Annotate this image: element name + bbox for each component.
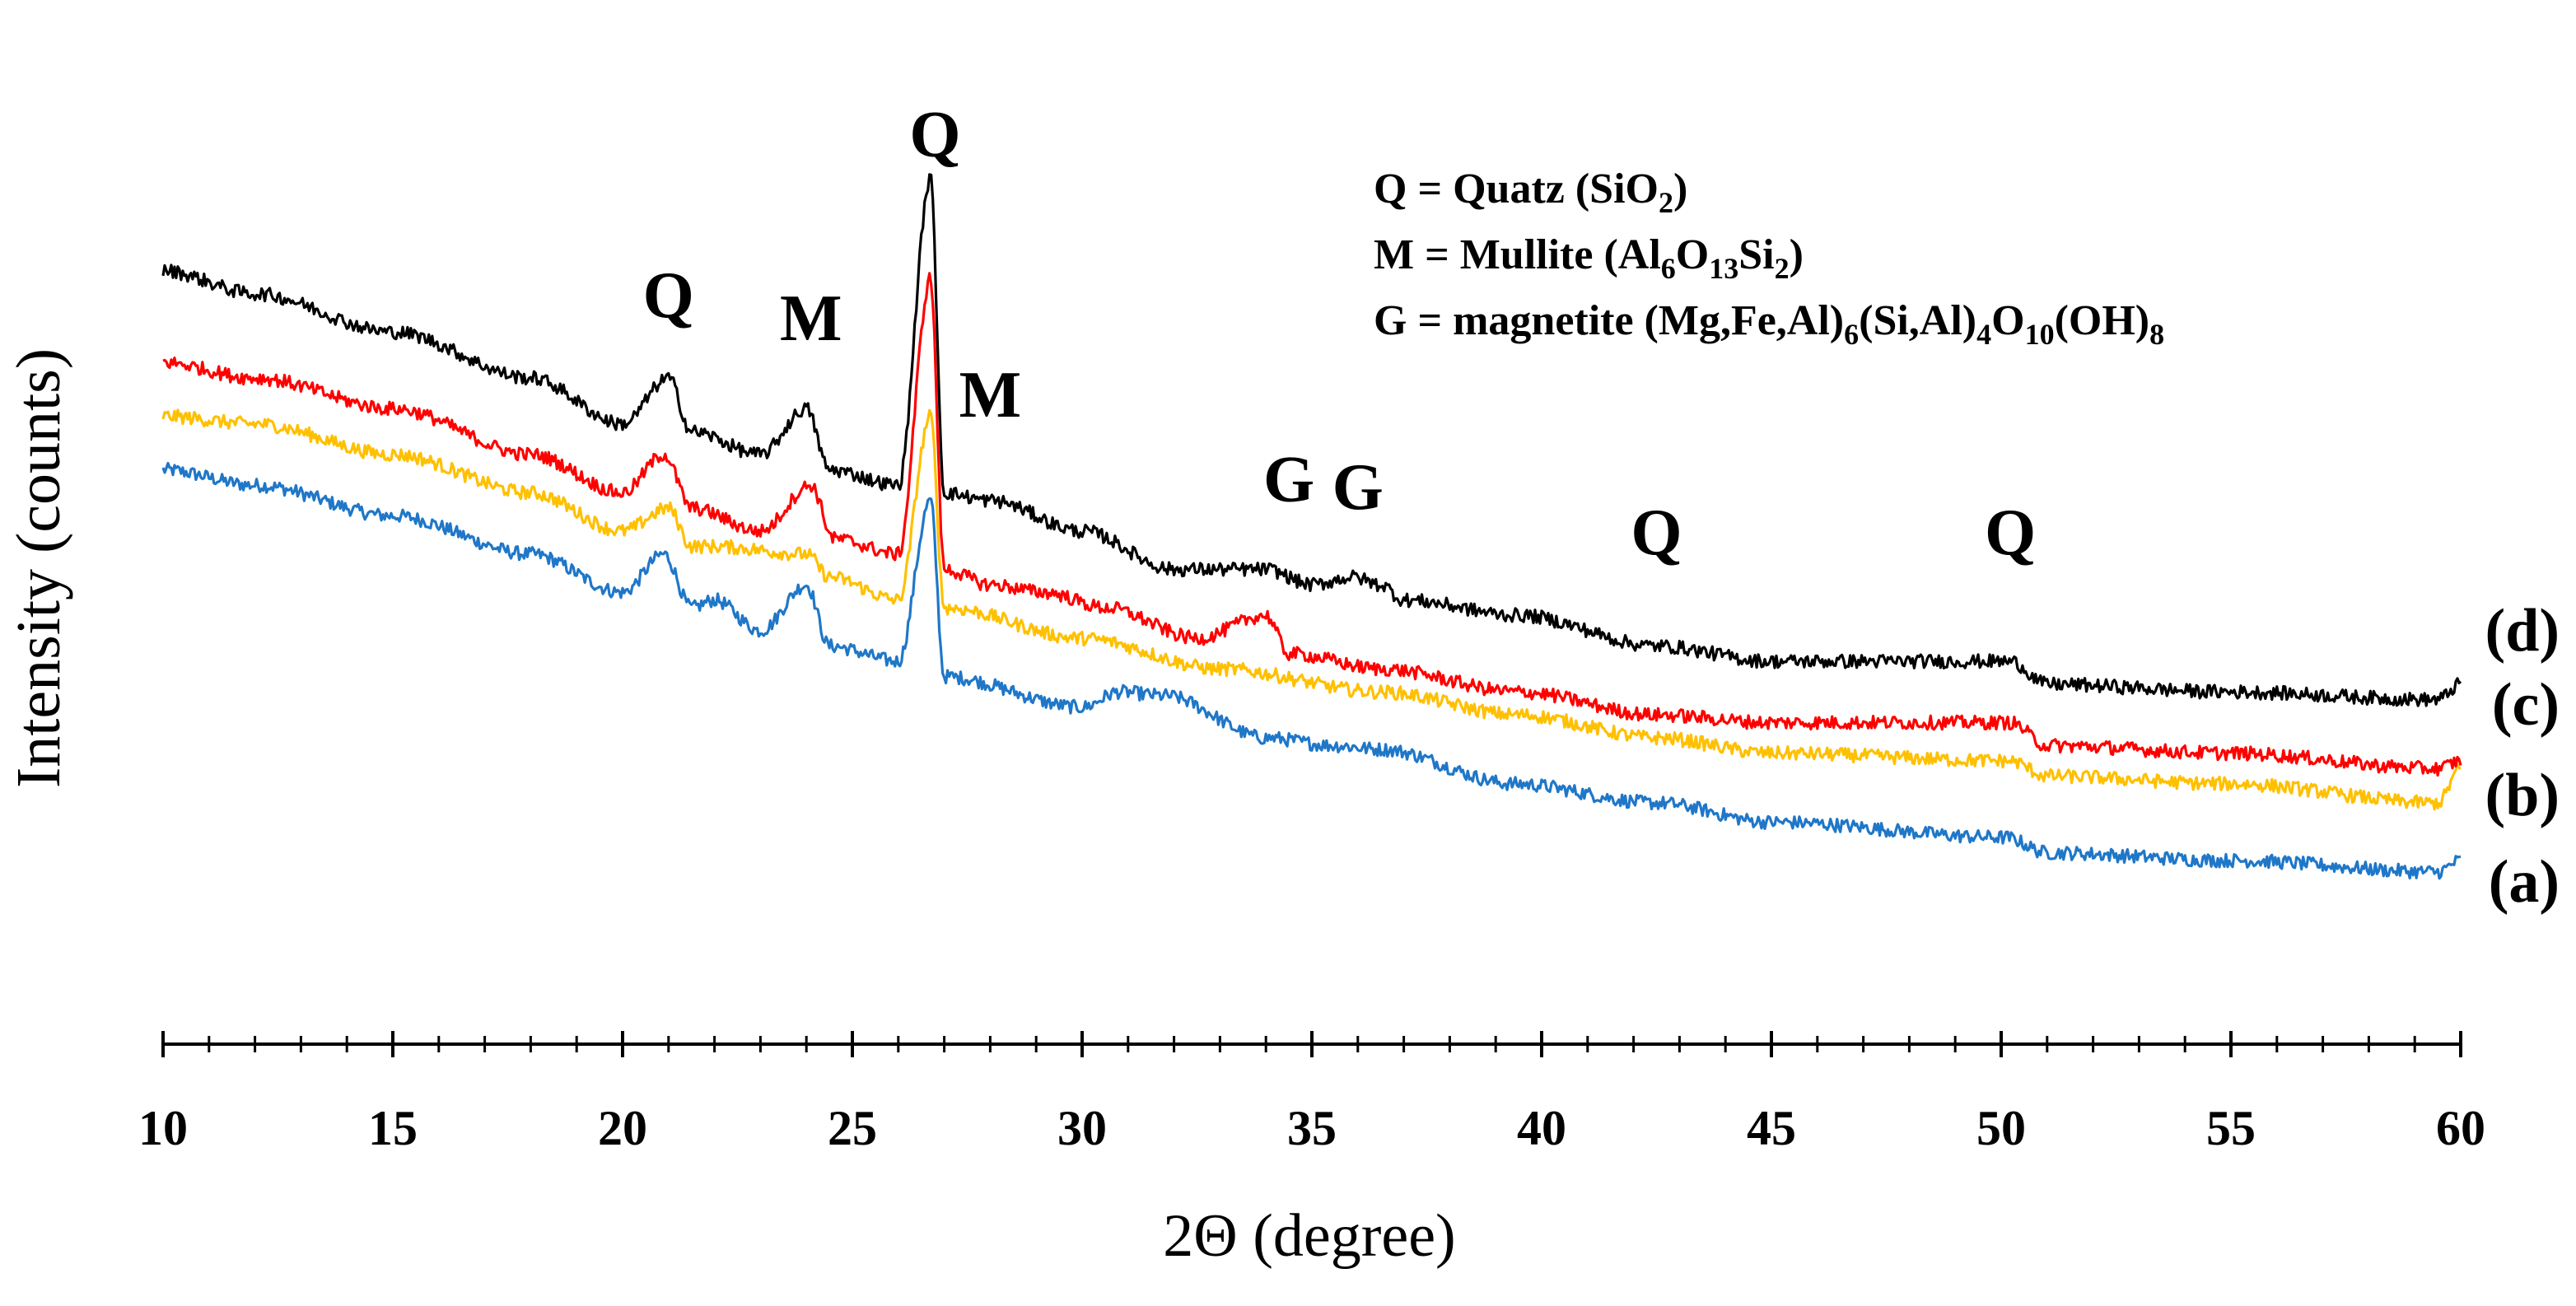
legend-entry: M = Mullite (Al6​O13​Si2​) [1374, 231, 1804, 285]
peak-label-m: M [959, 359, 1022, 431]
series-line-4 [161, 173, 2462, 707]
peak-label-q: Q [1631, 497, 1682, 570]
series-line-2 [161, 408, 2462, 811]
series-labels: (a) (b) (c)(d) [2485, 597, 2560, 916]
x-tick-label: 45 [1747, 1101, 1796, 1155]
peak-label-q: Q [909, 99, 960, 171]
peak-label-q: Q [1985, 497, 2036, 570]
x-axis: 10 15 20 25 30 35 40 45 50 55 60 [138, 1031, 2485, 1155]
series-label: (b) [2485, 762, 2560, 829]
series-line-1 [161, 461, 2462, 880]
x-tick-label: 10 [138, 1101, 188, 1155]
legend-entry: G = magnetite (Mg,Fe,Al)6​(Si,Al)4​O10​(… [1374, 297, 2164, 351]
legend: Q = Quatz (SiO2​) M = Mullite (Al6​O13​Si… [1374, 166, 2164, 351]
x-tick-label: 60 [2436, 1101, 2485, 1155]
y-axis-label: Intensity (counts) [4, 348, 73, 788]
x-tick-label: 35 [1287, 1101, 1337, 1155]
x-tick-label: 20 [598, 1101, 647, 1155]
x-axis-label: 2Θ (degree) [1163, 1202, 1455, 1270]
x-tick-label: 40 [1517, 1101, 1566, 1155]
peak-label-m: M [780, 282, 842, 355]
peak-label-g: G [1263, 444, 1314, 516]
x-tick-label: 15 [368, 1101, 418, 1155]
peak-label-q: Q [643, 259, 694, 332]
series-label: (d) [2485, 597, 2560, 665]
series-line-3 [162, 272, 2462, 777]
series-label: (a) [2489, 848, 2560, 916]
legend-entry: Q = Quatz (SiO2​) [1374, 166, 1687, 219]
series-label: (c) [2492, 671, 2560, 739]
peak-label-g: G [1332, 451, 1384, 524]
x-tick-label: 30 [1057, 1101, 1107, 1155]
x-tick-label: 50 [1976, 1101, 2026, 1155]
series-layer [161, 173, 2462, 880]
peak-annotations: Q Q M M G G Q Q [643, 99, 2037, 570]
x-tick-label: 25 [828, 1101, 877, 1155]
x-tick-label: 55 [2206, 1101, 2256, 1155]
